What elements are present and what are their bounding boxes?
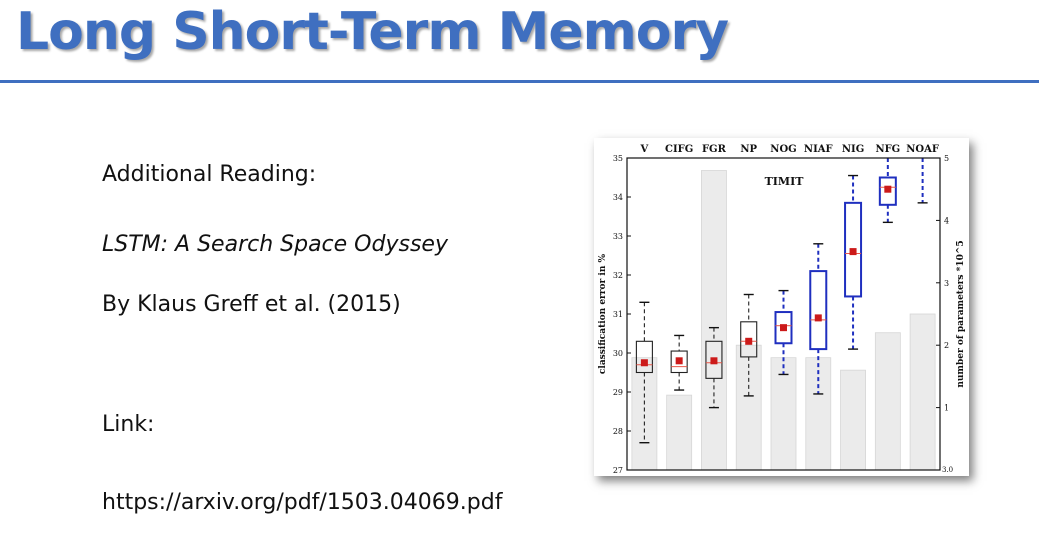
category-label: NP bbox=[740, 144, 757, 155]
reading-heading: Additional Reading: bbox=[102, 162, 317, 187]
category-label: NIG bbox=[842, 144, 864, 155]
paper-authors: By Klaus Greff et al. (2015) bbox=[102, 292, 401, 317]
parameter-bar bbox=[666, 394, 693, 471]
mean-marker bbox=[849, 248, 857, 256]
y-tick-label: 29 bbox=[613, 388, 623, 397]
mean-marker bbox=[640, 359, 648, 367]
y-tick-label: 35 bbox=[613, 154, 623, 163]
y2-tick-label: 2 bbox=[944, 341, 949, 350]
link-label: Link: bbox=[102, 412, 155, 437]
y-tick-label: 28 bbox=[613, 427, 623, 436]
y-tick-label: 34 bbox=[613, 193, 623, 202]
mean-marker bbox=[745, 337, 753, 345]
y-tick-label: 27 bbox=[613, 466, 623, 475]
y-axis-label: classification error in % bbox=[598, 253, 608, 374]
y2-tick-label: 3.0 bbox=[942, 466, 953, 474]
y-tick-label: 30 bbox=[613, 349, 623, 358]
mean-marker bbox=[814, 314, 822, 322]
category-label: FGR bbox=[702, 144, 727, 155]
category-label: NIAF bbox=[804, 144, 833, 155]
category-label: CIFG bbox=[665, 144, 693, 155]
box-iqr bbox=[740, 321, 758, 358]
title-underline bbox=[0, 80, 1039, 83]
y-tick-label: 32 bbox=[613, 271, 623, 280]
timit-box-plot: V CIFG FGR NP NOG NIAF NIG NFG NOAF2728293031323… bbox=[598, 144, 966, 475]
box-iqr bbox=[878, 176, 897, 206]
category-label: NOG bbox=[770, 144, 796, 155]
parameter-bar bbox=[909, 313, 936, 471]
slide-title: Long Short-Term Memory bbox=[16, 2, 729, 62]
mean-marker bbox=[884, 185, 892, 193]
parameter-bar bbox=[874, 332, 901, 471]
mean-marker bbox=[710, 357, 718, 365]
box-iqr bbox=[705, 340, 723, 379]
y-tick-label: 31 bbox=[613, 310, 623, 319]
box-iqr bbox=[809, 270, 828, 351]
parameter-bar bbox=[701, 170, 727, 471]
category-label: NFG bbox=[875, 144, 900, 155]
y2-tick-label: 1 bbox=[944, 404, 949, 413]
lstm-variants-figure: V CIFG FGR NP NOG NIAF NIG NFG NOAF 27 28 29 30 31 32 3… bbox=[594, 138, 969, 476]
box-iqr bbox=[635, 340, 653, 374]
mean-marker bbox=[675, 357, 683, 365]
box-iqr bbox=[774, 311, 793, 345]
y2-tick-label: 3 bbox=[944, 279, 949, 288]
category-label: NOAF bbox=[906, 144, 939, 155]
paper-title: LSTM: A Search Space Odyssey bbox=[102, 232, 448, 257]
mean-marker bbox=[780, 324, 787, 332]
parameter-bar bbox=[840, 369, 866, 471]
chart-title: TIMIT bbox=[765, 175, 805, 188]
paper-url[interactable]: https://arxiv.org/pdf/1503.04069.pdf bbox=[102, 490, 503, 515]
parameter-bar bbox=[805, 357, 832, 471]
y2-axis-label: number of parameters *10^5 bbox=[956, 240, 966, 387]
y-tick-label: 33 bbox=[613, 232, 623, 241]
y2-tick-label: 4 bbox=[944, 216, 949, 225]
box-iqr bbox=[670, 350, 688, 374]
box-iqr bbox=[844, 201, 863, 298]
category-label: V bbox=[640, 144, 649, 155]
y2-tick-label: 5 bbox=[944, 154, 949, 163]
